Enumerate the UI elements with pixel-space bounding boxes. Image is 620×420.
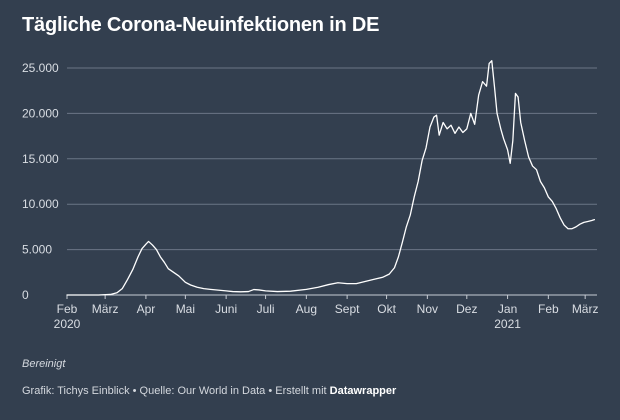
- y-tick-label: 10.000: [22, 197, 59, 211]
- x-tick-label: Aug: [296, 302, 317, 316]
- footer-source-text: Grafik: Tichys Einblick • Quelle: Our Wo…: [22, 385, 327, 397]
- y-tick-label: 25.000: [22, 61, 59, 75]
- x-tick-label: Mai: [176, 302, 195, 316]
- x-tick-label: Juli: [257, 302, 275, 316]
- y-tick-label: 15.000: [22, 152, 59, 166]
- x-tick-label: Juni: [215, 302, 237, 316]
- x-tick-label: Jan: [498, 302, 517, 316]
- x-tick-label: Feb: [538, 302, 559, 316]
- x-tick-label: Nov: [417, 302, 438, 316]
- footer-tool-link[interactable]: Datawrapper: [329, 385, 397, 397]
- x-tick-label: Feb: [57, 302, 78, 316]
- x-tick-label: Okt: [377, 302, 396, 316]
- footer-credit: Grafik: Tichys Einblick • Quelle: Our Wo…: [22, 385, 396, 397]
- x-tick-year-label: 2020: [54, 317, 81, 331]
- y-tick-label: 0: [22, 288, 29, 302]
- chart-title: Tägliche Corona-Neuinfektionen in DE: [22, 14, 380, 36]
- x-tick-label: März: [92, 302, 119, 316]
- series-line-neuinfektionen: [66, 60, 596, 296]
- x-tick-year-label: 2021: [494, 317, 521, 331]
- y-tick-label: 20.000: [22, 106, 59, 120]
- x-tick-label: Dez: [456, 302, 477, 316]
- x-tick-label: März: [572, 302, 599, 316]
- y-tick-label: 5.000: [22, 243, 52, 257]
- note-text: Bereinigt: [22, 358, 66, 370]
- y-axis-ticks: 0 5.000 10.000 15.000 20.000 25.000: [22, 61, 59, 302]
- x-tick-label: Apr: [137, 302, 156, 316]
- x-tick-label: Sept: [335, 302, 360, 316]
- gridlines: [67, 67, 597, 296]
